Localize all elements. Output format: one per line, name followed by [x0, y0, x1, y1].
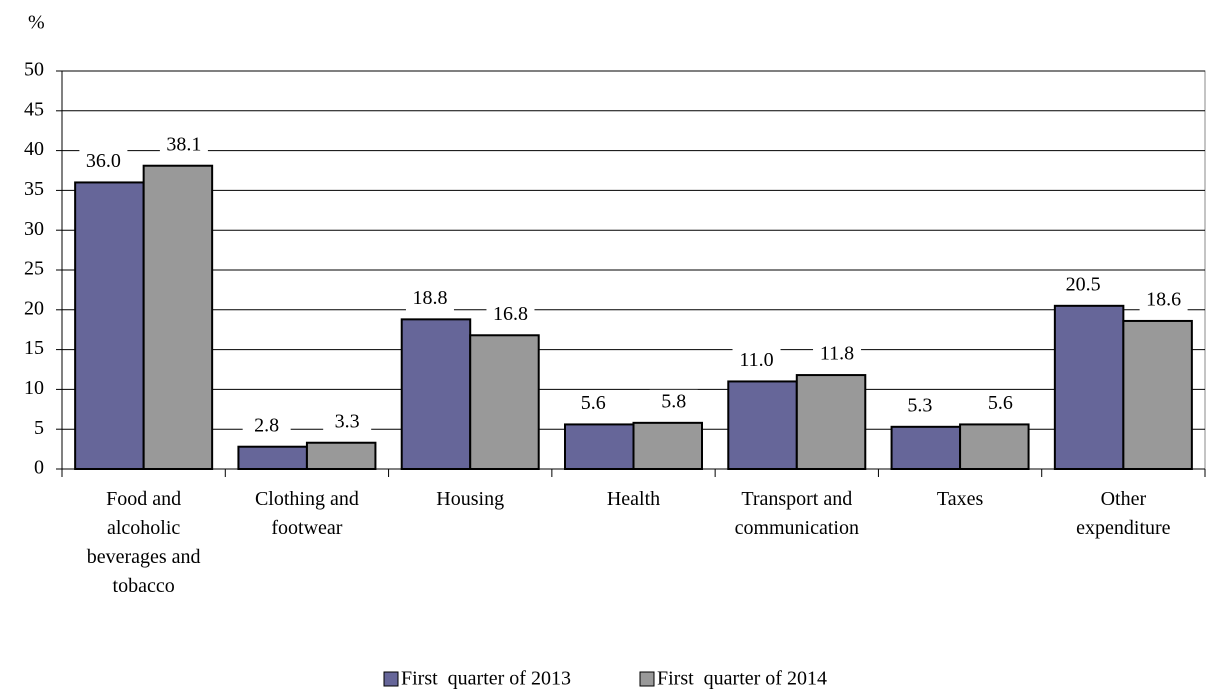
x-tick-label: Other expenditure — [1076, 488, 1171, 539]
x-tick-label: Taxes — [936, 488, 984, 510]
bar — [564, 423, 635, 471]
bar — [237, 445, 308, 471]
x-tick-label: Health — [606, 488, 661, 510]
bar — [305, 441, 377, 470]
value-label-bg — [569, 391, 618, 418]
y-tick-label: 20 — [24, 297, 44, 319]
x-tick-label: Clothing and footwear — [254, 488, 359, 539]
value-label: 3.3 — [335, 410, 360, 432]
bar — [1053, 304, 1125, 470]
value-label: 11.0 — [739, 349, 773, 371]
y-tick-label: 15 — [24, 337, 44, 359]
value-label-bg — [649, 389, 698, 416]
y-tick-label: 0 — [34, 457, 44, 479]
value-label-bg — [79, 149, 128, 176]
value-label: 36.0 — [86, 150, 121, 172]
value-label-bg — [242, 413, 291, 440]
bar — [890, 425, 962, 471]
y-tick-label: 35 — [24, 178, 44, 200]
legend-swatch — [639, 671, 655, 687]
value-label: 5.8 — [661, 390, 686, 412]
y-tick-label: 40 — [24, 138, 44, 160]
value-label: 5.6 — [988, 392, 1013, 414]
x-tick-label: Housing — [436, 488, 505, 510]
bar — [469, 334, 540, 470]
value-label-bg — [1059, 272, 1108, 299]
value-label: 18.8 — [412, 287, 447, 309]
y-tick-label: 5 — [34, 417, 44, 439]
value-label-bg — [895, 393, 944, 420]
value-label-bg — [976, 391, 1025, 418]
value-label: 38.1 — [166, 133, 201, 155]
value-label: 20.5 — [1066, 273, 1101, 295]
bar — [1122, 319, 1193, 470]
bar — [795, 374, 867, 470]
x-tick-label: Food and alcoholic beverages and tobacco — [86, 488, 201, 597]
y-tick-label: 30 — [24, 218, 44, 240]
y-tick-label: 50 — [24, 59, 44, 81]
y-axis-label: % — [28, 12, 45, 34]
value-label-bg — [1139, 287, 1188, 314]
value-label: 16.8 — [493, 303, 528, 325]
value-label-bg — [813, 342, 862, 369]
value-label-bg — [732, 348, 781, 375]
value-label-bg — [323, 409, 372, 436]
legend-label: First quarter of 2014 — [657, 668, 827, 690]
value-label-bg — [486, 302, 535, 329]
y-tick-label: 10 — [24, 377, 44, 399]
bar — [142, 164, 214, 470]
value-label: 2.8 — [254, 414, 279, 436]
y-tick-label: 25 — [24, 258, 44, 280]
value-label: 11.8 — [820, 343, 854, 365]
value-label-bg — [405, 286, 454, 313]
bar — [727, 380, 798, 470]
bar — [959, 423, 1030, 471]
value-label: 5.6 — [581, 392, 606, 414]
bar — [632, 421, 703, 470]
bar — [400, 318, 472, 470]
x-tick-label: Transport and communication — [734, 488, 859, 539]
bar — [74, 181, 145, 470]
value-label-bg — [159, 132, 208, 159]
legend-swatch — [383, 671, 399, 687]
legend-label: First quarter of 2013 — [401, 668, 571, 690]
value-label: 18.6 — [1146, 289, 1181, 311]
y-tick-label: 45 — [24, 98, 44, 120]
value-label: 5.3 — [907, 394, 932, 416]
